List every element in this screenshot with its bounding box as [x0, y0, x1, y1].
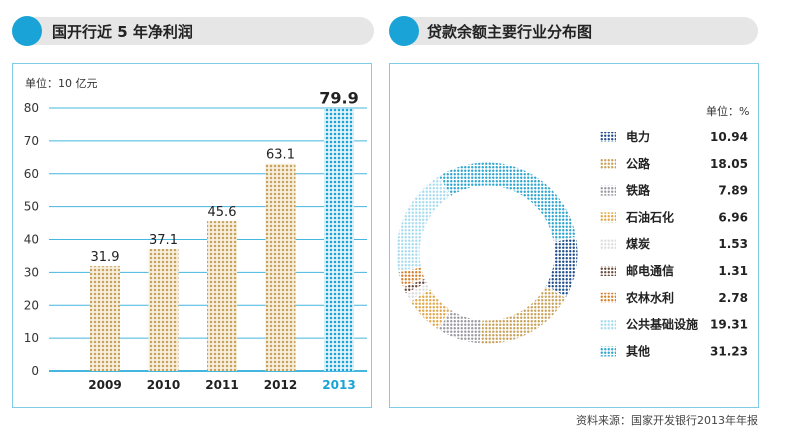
legend-swatch — [600, 266, 616, 276]
x-tick-label: 2012 — [264, 378, 297, 392]
legend-value: 2.78 — [718, 291, 748, 305]
x-tick-label: 2013 — [322, 378, 355, 392]
right-chart-title: 贷款余额主要行业分布图 — [427, 23, 593, 41]
legend-swatch — [600, 239, 616, 250]
bar-2011 — [207, 221, 237, 371]
legend-value: 31.23 — [710, 344, 748, 358]
legend-label: 公共基础设施 — [626, 317, 698, 332]
bar-chart: 单位：10 亿元 0 10 20 30 40 50 60 70 80 31.9 37.1 45.6 6… — [24, 76, 367, 392]
donut-unit-label: 单位：% — [706, 104, 749, 118]
legend-value: 1.53 — [718, 237, 748, 251]
legend-value: 10.94 — [710, 130, 748, 144]
y-tick-label: 10 — [24, 331, 39, 345]
donut-slice-其他 — [437, 161, 578, 242]
y-tick-label: 20 — [24, 298, 39, 312]
bar-2009 — [90, 266, 120, 371]
legend-label: 煤炭 — [626, 236, 650, 251]
y-tick-label: 80 — [24, 101, 39, 115]
legend-label: 农林水利 — [625, 290, 674, 305]
legend-swatch — [600, 132, 616, 142]
donut-slice-公路 — [479, 285, 567, 345]
source-note: 资料来源：国家开发银行2013年年报 — [576, 414, 758, 427]
bar-value-label: 45.6 — [208, 205, 237, 220]
x-tick-label: 2009 — [88, 378, 121, 392]
legend-label: 邮电通信 — [626, 263, 674, 278]
legend-swatch — [600, 158, 616, 169]
legend-value: 18.05 — [710, 157, 748, 171]
right-chart-panel: 单位：% 电力 10.94 公路 18.05 铁路 7.89 石油石化 6.96 煤炭 1.53 邮… — [389, 63, 759, 408]
legend-value: 1.31 — [718, 264, 748, 278]
y-tick-label: 0 — [31, 364, 39, 378]
bar-2013 — [324, 108, 354, 372]
x-tick-label: 2010 — [147, 378, 180, 392]
legend-value: 19.31 — [710, 318, 748, 332]
bar-value-label: 79.9 — [319, 88, 358, 107]
legend-label: 铁路 — [626, 183, 651, 198]
right-header-dot-icon — [389, 16, 419, 46]
left-chart-panel: 单位：10 亿元 0 10 20 30 40 50 60 70 80 31.9 37.1 45.6 6… — [12, 63, 372, 408]
bar-unit-label: 单位：10 亿元 — [25, 76, 98, 90]
y-tick-label: 30 — [24, 265, 39, 279]
donut-slice-公共基础设施 — [395, 175, 452, 273]
legend-swatch — [600, 292, 616, 303]
legend-swatch — [600, 319, 616, 330]
y-tick-label: 40 — [24, 233, 39, 247]
legend-value: 6.96 — [718, 210, 748, 224]
y-tick-label: 60 — [24, 167, 39, 181]
bar-2012 — [265, 163, 296, 371]
legend-swatch — [600, 185, 616, 196]
legend-label: 公路 — [626, 156, 651, 171]
legend-value: 7.89 — [718, 184, 748, 198]
bar-value-label: 63.1 — [266, 148, 295, 163]
left-chart-title: 国开行近 5 年净利润 — [52, 23, 193, 41]
x-tick-label: 2011 — [205, 378, 238, 392]
y-tick-label: 50 — [24, 200, 39, 214]
donut-chart: 单位：% 电力 10.94 公路 18.05 铁路 7.89 石油石化 6.96 煤炭 1.53 邮… — [395, 104, 749, 358]
bar-2010 — [148, 249, 179, 371]
legend-label: 其他 — [626, 343, 650, 358]
bar-value-label: 37.1 — [149, 233, 178, 248]
left-header-bar — [20, 17, 374, 45]
y-tick-label: 70 — [24, 134, 39, 148]
legend-swatch — [600, 346, 616, 357]
legend-label: 电力 — [626, 129, 650, 144]
legend-label: 石油石化 — [625, 209, 674, 224]
left-header-dot-icon — [12, 16, 42, 46]
legend-swatch — [600, 212, 616, 223]
bar-value-label: 31.9 — [91, 250, 120, 265]
right-header-bar — [398, 17, 758, 45]
